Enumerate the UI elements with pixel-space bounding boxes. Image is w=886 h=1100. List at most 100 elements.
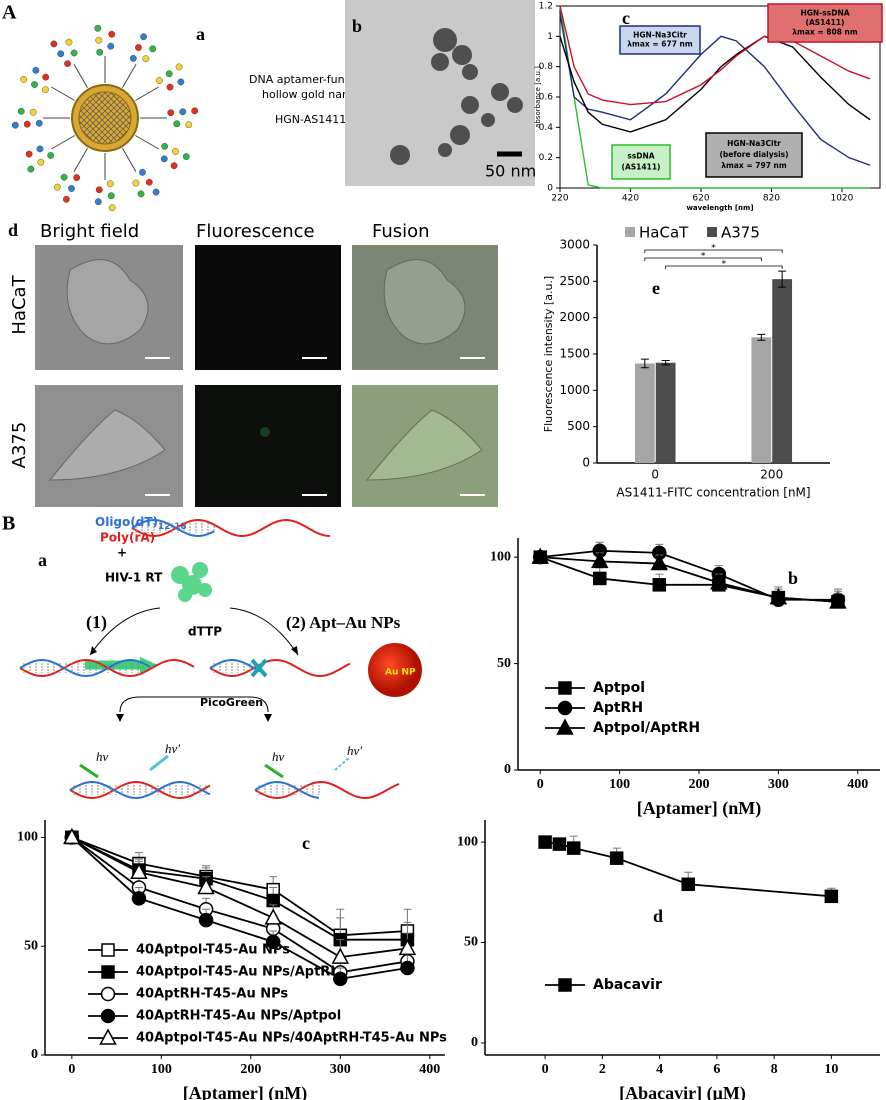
marker — [538, 835, 552, 849]
scale-bar-label: 50 nm — [485, 162, 536, 181]
nucleotide — [140, 33, 148, 41]
legend-swatch — [707, 227, 717, 237]
annotation-text: (AS1411) — [622, 163, 661, 172]
nucleotide — [17, 107, 25, 115]
marker — [101, 965, 115, 979]
strand — [209, 658, 351, 678]
nucleotide — [20, 75, 28, 83]
assay-diagram — [19, 518, 422, 800]
nucleotide — [70, 49, 78, 57]
strand — [254, 780, 320, 799]
tem-image — [345, 0, 535, 186]
nucleotide — [139, 168, 146, 176]
marker — [593, 571, 607, 586]
panel-label: A — [2, 2, 17, 24]
nucleotide — [60, 173, 68, 181]
x-tick-label: 0 — [542, 1062, 549, 1077]
legend-label: A375 — [721, 224, 760, 242]
marker — [591, 551, 609, 569]
marker — [556, 718, 574, 735]
nucleotide — [179, 108, 187, 116]
x-tick-label: 100 — [151, 1062, 172, 1077]
x-tick-label: 400 — [419, 1062, 440, 1077]
linker — [122, 64, 137, 88]
x-tick-label: 100 — [609, 777, 630, 792]
dttp-label: dTTP — [188, 625, 222, 639]
nucleotide — [95, 36, 103, 44]
nucleotide — [94, 24, 102, 32]
row-title: HaCaT — [9, 274, 30, 334]
y-axis-label: Fluorescence intensity [a.u.] — [542, 276, 555, 432]
row-title: A375 — [9, 422, 30, 469]
strand — [19, 658, 151, 678]
nucleotide — [73, 174, 81, 182]
light-label: hν — [96, 749, 109, 764]
panel-label: a — [196, 24, 205, 44]
nucleotide — [182, 153, 190, 161]
micrographs — [35, 245, 498, 507]
marker — [99, 1028, 117, 1045]
x-tick-label: 820 — [763, 194, 780, 204]
x-tick-label: 200 — [760, 468, 783, 482]
y-tick-label: 500 — [567, 419, 590, 433]
route-label: (1) — [86, 612, 107, 633]
nucleotide — [42, 73, 50, 81]
nucleotide — [47, 152, 55, 159]
data-line — [71, 836, 408, 937]
nucleotide — [96, 48, 104, 56]
nucleotide — [167, 109, 175, 117]
y-tick-label: 0 — [504, 762, 511, 777]
nucleotide — [23, 120, 31, 128]
marker — [130, 862, 148, 879]
nucleotide — [94, 198, 102, 206]
y-tick-label: 1 — [547, 32, 553, 42]
data-line — [559, 5, 871, 189]
data-line — [540, 549, 838, 601]
x-tick-label: 8 — [771, 1062, 778, 1077]
linker — [51, 86, 75, 101]
y-tick-label: 2000 — [559, 310, 590, 324]
nucleotide — [29, 108, 37, 116]
data-line — [559, 13, 871, 166]
nucleotide — [27, 165, 35, 173]
legend-label: HaCaT — [639, 224, 689, 242]
nucleotide — [32, 66, 40, 74]
annotation-text: λmax = 797 nm — [721, 161, 787, 170]
annotation-box — [611, 144, 671, 180]
nucleotide — [135, 44, 142, 51]
data-line — [559, 5, 871, 106]
annotation-text: HGN-Na3Citr — [633, 30, 687, 39]
nucleotide — [53, 183, 61, 191]
nucleotide — [132, 179, 140, 187]
y-tick-label: 0.6 — [539, 93, 554, 103]
x-axis-label: wavelength [nm] — [686, 204, 753, 212]
y-tick-label: 0 — [547, 184, 553, 194]
y-tick-label: 100 — [17, 830, 38, 845]
nucleotide — [129, 54, 137, 62]
marker — [398, 938, 417, 956]
marker — [609, 851, 624, 865]
marker — [100, 986, 116, 1002]
error-bar — [757, 333, 766, 341]
panel-label: b — [352, 16, 362, 36]
legend-label: Abacavir — [593, 977, 662, 993]
linker — [122, 148, 137, 172]
data-line — [71, 836, 408, 941]
annotation-text: λmax = 808 nm — [792, 28, 858, 37]
strand — [69, 780, 211, 800]
legend-label: Aptpol/AptRH — [593, 720, 700, 736]
y-tick-label: 100 — [457, 834, 478, 849]
nucleotide — [106, 180, 114, 188]
x-tick-label: 2 — [599, 1062, 606, 1077]
panel-label: c — [302, 833, 310, 853]
nucleotide — [161, 142, 169, 150]
marker — [400, 960, 415, 976]
annotation-box — [705, 132, 803, 178]
x-tick-label: 400 — [847, 777, 868, 792]
x-tick-label: 0 — [68, 1062, 75, 1077]
significance-bracket — [644, 257, 762, 261]
panel-label: d — [8, 220, 18, 240]
strand-label: Poly(rA) — [100, 531, 155, 545]
nucleotide — [137, 190, 145, 198]
